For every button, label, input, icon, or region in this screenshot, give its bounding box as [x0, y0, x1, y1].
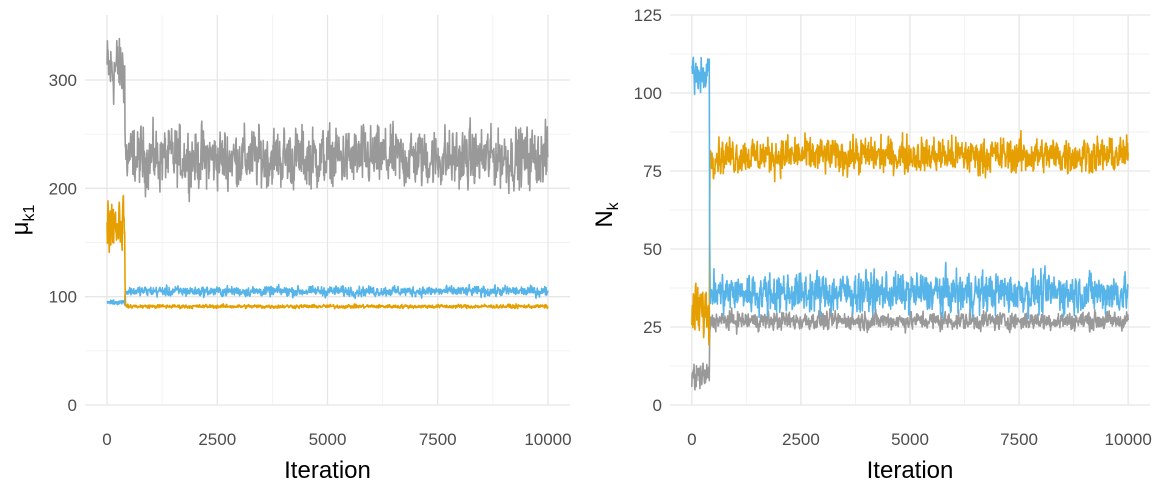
y-axis-title: Nk: [591, 201, 622, 227]
y-tick-label: 0: [68, 396, 77, 415]
x-tick-label: 10000: [524, 430, 571, 449]
series-trace-1: [691, 129, 1129, 346]
panel-N-k: 0 2500 5000 7500 10000 0 25 50 75 100 125 Iteration…: [591, 6, 1152, 484]
x-tick-label: 5000: [309, 430, 347, 449]
x-tick-label: 0: [687, 430, 696, 449]
x-axis-title: Iteration: [284, 457, 371, 484]
series-trace-0: [691, 307, 1129, 391]
y-tick-label: 25: [643, 318, 662, 337]
y-axis-title-base: μ: [7, 222, 34, 236]
series-trace-2: [106, 194, 549, 310]
y-tick-label: 0: [653, 396, 662, 415]
x-tick-label: 5000: [891, 430, 929, 449]
y-tick-label: 200: [49, 179, 77, 198]
x-tick-label: 2500: [198, 430, 236, 449]
panel-mu-k1: 0 2500 5000 7500 10000 0 100 200 300 Iteration μk1: [7, 15, 572, 484]
y-tick-label: 50: [643, 240, 662, 259]
y-axis-title-sub: k: [605, 201, 622, 210]
x-axis-title: Iteration: [867, 457, 954, 484]
y-tick-label: 125: [634, 6, 662, 25]
y-axis-title: μk1: [7, 205, 38, 236]
y-axis-title-base: N: [591, 210, 618, 227]
y-tick-label: 100: [49, 288, 77, 307]
x-tick-label: 7500: [419, 430, 457, 449]
x-tick-label: 2500: [782, 430, 820, 449]
y-tick-label: 300: [49, 71, 77, 90]
y-tick-label: 75: [643, 162, 662, 181]
series-trace-0: [106, 37, 549, 203]
x-tick-label: 10000: [1105, 430, 1152, 449]
x-tick-label: 7500: [1000, 430, 1038, 449]
x-tick-label: 0: [102, 430, 111, 449]
y-tick-label: 100: [634, 84, 662, 103]
series-trace-2: [691, 56, 1129, 320]
y-axis-title-sub: k1: [21, 205, 38, 222]
series-trace-1: [106, 283, 549, 306]
